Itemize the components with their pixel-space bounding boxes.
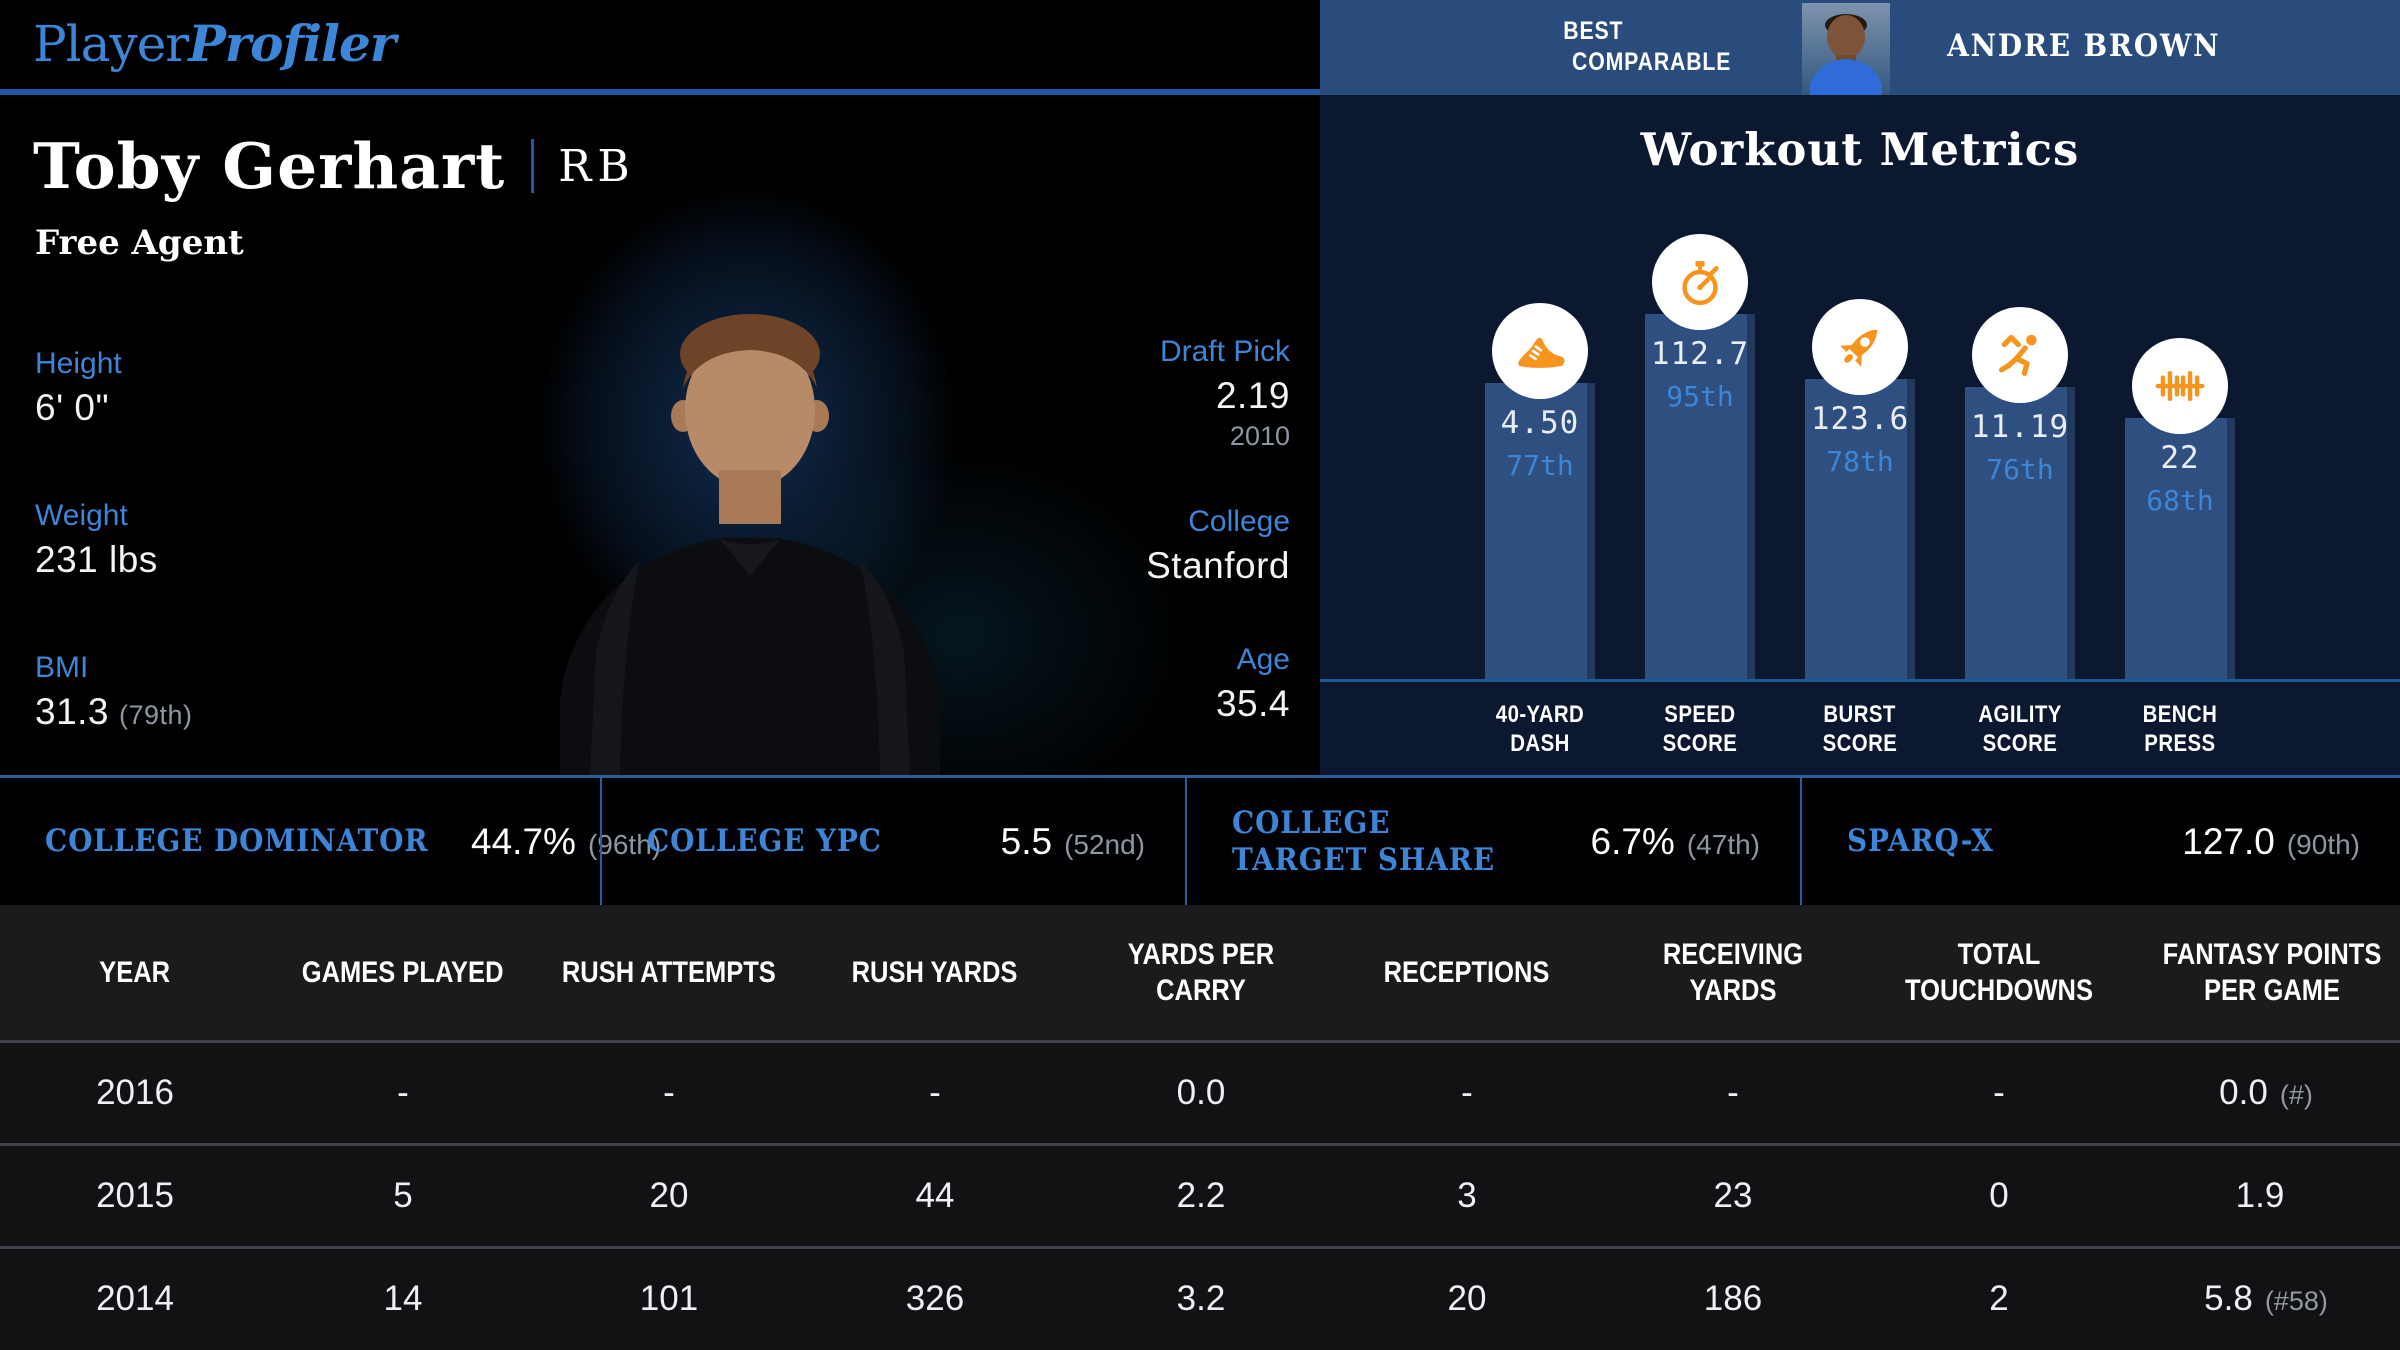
bio-draft-pick: Draft Pick 2.19 2010 (1159, 335, 1290, 451)
metric-label: BURST SCORE (1822, 701, 1898, 757)
metric-value: 4.50 (1500, 405, 1580, 441)
metric-percentile: 68th (2146, 484, 2214, 517)
stat-college-target-share: COLLEGE TARGET SHARE 6.7% (47th) (1185, 778, 1800, 905)
workout-metrics-title: Workout Metrics (1640, 123, 2080, 176)
metric-value: 112.7 (1650, 336, 1750, 372)
rocket-icon (1812, 299, 1908, 395)
logo-text-player: Player (33, 15, 189, 73)
logo-text-profiler: Profiler (188, 14, 396, 73)
stat-college-ypc: COLLEGE YPC 5.5 (52nd) (600, 778, 1185, 905)
player-team-status: Free Agent (35, 223, 244, 263)
name-position-divider (531, 139, 535, 193)
bio-weight: Weight 231 lbs (35, 499, 158, 580)
metric-percentile: 95th (1666, 380, 1734, 413)
table-row: 2014 14 101 326 3.2 20 186 2 5.8 (#58) (0, 1246, 2400, 1349)
season-stats-table: YEAR GAMES PLAYED RUSH ATTEMPTS RUSH YAR… (0, 905, 2400, 1350)
player-position: RB (558, 140, 636, 192)
workout-metrics-panel: Workout Metrics 4.50 77th (1320, 95, 2400, 682)
metric-percentile: 78th (1826, 445, 1894, 478)
runner-icon (1972, 307, 2068, 403)
metric-label: SPEED SCORE (1662, 701, 1738, 757)
metric-percentile: 76th (1986, 453, 2054, 486)
player-name-row: Toby Gerhart RB (33, 129, 636, 203)
metric-label: BENCH PRESS (2142, 701, 2218, 757)
top-bar: PlayerProfiler (0, 0, 1320, 95)
metric-value: 11.19 (1970, 409, 2070, 445)
stat-sparq-x: SPARQ-X 127.0 (90th) (1800, 778, 2400, 905)
bio-bmi: BMI 31.3 (79th) (35, 651, 193, 732)
bmi-percentile: (79th) (119, 700, 193, 730)
barbell-icon (2132, 338, 2228, 434)
metric-bar: 11.19 76th (1965, 307, 2075, 679)
playerprofiler-logo[interactable]: PlayerProfiler (33, 14, 396, 73)
metric-percentile: 77th (1506, 449, 1574, 482)
bio-height: Height 6' 0" (35, 347, 122, 428)
metric-bar: 22 68th (2125, 338, 2235, 679)
metric-bar: 123.6 78th (1805, 299, 1915, 679)
metric-label: 40-YARD DASH (1495, 701, 1585, 757)
best-comparable-label: BEST COMPARABLE (1563, 17, 1732, 76)
metric-bar: 112.7 95th (1645, 234, 1755, 679)
stat-college-dominator: COLLEGE DOMINATOR 44.7% (96th) (45, 820, 662, 862)
metric-bar: 4.50 77th (1485, 303, 1595, 679)
comparable-player-link[interactable]: ANDRE BROWN (1947, 28, 2221, 64)
table-row: 2015 5 20 44 2.2 3 23 0 1.9 (0, 1143, 2400, 1246)
player-hero: Toby Gerhart RB Free Agent Height 6' 0" … (0, 95, 1320, 775)
metric-value: 123.6 (1810, 401, 1910, 437)
metric-labels-band: 40-YARD DASH SPEED SCORE BURST SCORE AGI… (1320, 682, 2400, 775)
draft-year: 2010 (1229, 421, 1290, 451)
college-stats-band: COLLEGE DOMINATOR 44.7% (96th) COLLEGE YP… (0, 775, 2400, 905)
bio-age: Age 35.4 (1215, 643, 1290, 724)
table-row: 2016 - - - 0.0 - - - 0.0 (#) (0, 1040, 2400, 1143)
stopwatch-icon (1652, 234, 1748, 330)
metric-value: 22 (2160, 440, 2200, 476)
table-header-row: YEAR GAMES PLAYED RUSH ATTEMPTS RUSH YAR… (0, 905, 2400, 1040)
metric-label: AGILITY SCORE (1978, 701, 2062, 757)
best-comparable-band: BEST COMPARABLE ANDRE BROWN (1320, 0, 2400, 95)
shoe-icon (1492, 303, 1588, 399)
comparable-player-headshot[interactable] (1788, 3, 1904, 95)
player-photo (520, 230, 980, 775)
player-name: Toby Gerhart (33, 129, 506, 203)
bio-college: College Stanford (1146, 505, 1290, 586)
